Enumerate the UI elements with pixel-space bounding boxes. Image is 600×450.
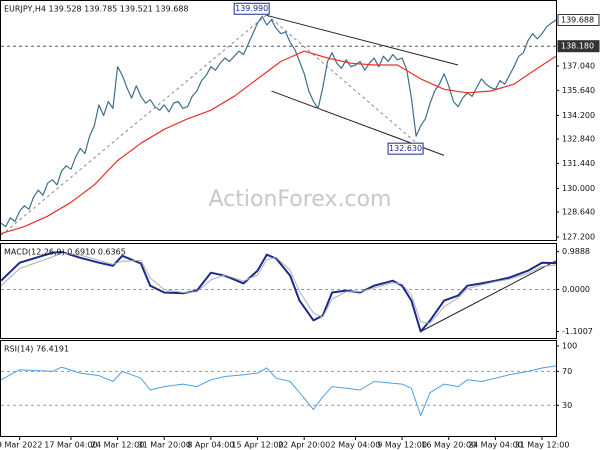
panel-title: MACD(12,26,9) 0.6910 0.6365 — [4, 248, 126, 257]
y-tick-label: 127.200 — [562, 233, 595, 242]
x-tick-label: 16 May 20:00 — [421, 441, 476, 450]
y-tick-label: -1.1007 — [562, 327, 593, 336]
annotation: 139.990 — [235, 4, 268, 13]
y-tick-label: 30 — [562, 401, 572, 410]
y-tick-label: 137.040 — [562, 62, 595, 71]
annotation-box — [233, 2, 270, 15]
annotation: 132.630 — [389, 144, 422, 153]
price-label-box — [557, 13, 600, 26]
trend-line — [266, 14, 417, 144]
y-tick-label: 0.0000 — [562, 285, 590, 294]
series-line — [0, 251, 557, 333]
rsi-panel — [0, 340, 557, 437]
x-tick-label: 17 Mar 04:00 — [44, 441, 97, 450]
price-label: 139.688 — [561, 15, 594, 24]
panel-title: EURJPY,H4 139.528 139.785 139.521 139.68… — [4, 5, 189, 14]
x-tick-label: 15 Apr 12:00 — [231, 441, 283, 450]
macd-panel — [0, 243, 557, 339]
price-label-box — [557, 40, 600, 53]
x-tick-label: 2 May 04:00 — [331, 441, 381, 450]
series-line — [0, 50, 557, 235]
y-tick-label: 134.200 — [562, 111, 595, 120]
x-tick-label: 9 May 12:00 — [377, 441, 427, 450]
y-tick-label: 100 — [562, 341, 577, 350]
panel-title: RSI(14) 76.4191 — [4, 345, 69, 354]
y-tick-label: 135.640 — [562, 86, 595, 95]
series-line — [0, 252, 557, 324]
series-line — [0, 365, 557, 416]
y-tick-label: 131.440 — [562, 159, 595, 168]
price-panel — [0, 0, 557, 241]
x-tick-label: 8 Apr 04:00 — [187, 441, 234, 450]
y-tick-label: 132.840 — [562, 135, 595, 144]
y-tick-label: 70 — [562, 367, 572, 376]
y-tick-label: 128.640 — [562, 208, 595, 217]
annotation-box — [387, 142, 424, 155]
x-tick-label: 9 Mar 2022 — [0, 441, 42, 450]
x-tick-label: 22 Apr 20:00 — [278, 441, 330, 450]
trend-line — [266, 14, 459, 66]
x-tick-label: 31 May 12:00 — [515, 441, 570, 450]
x-tick-label: 31 Mar 20:00 — [138, 441, 191, 450]
x-tick-label: 24 May 04:00 — [468, 441, 523, 450]
price-label: 138.180 — [561, 42, 594, 51]
series-line — [0, 15, 557, 228]
watermark: ActionForex.com — [209, 187, 392, 212]
trend-line — [420, 260, 557, 332]
x-tick-label: 24 Mar 12:00 — [91, 441, 144, 450]
y-tick-label: 0.9888 — [562, 247, 590, 256]
y-tick-label: 130.000 — [562, 184, 595, 193]
